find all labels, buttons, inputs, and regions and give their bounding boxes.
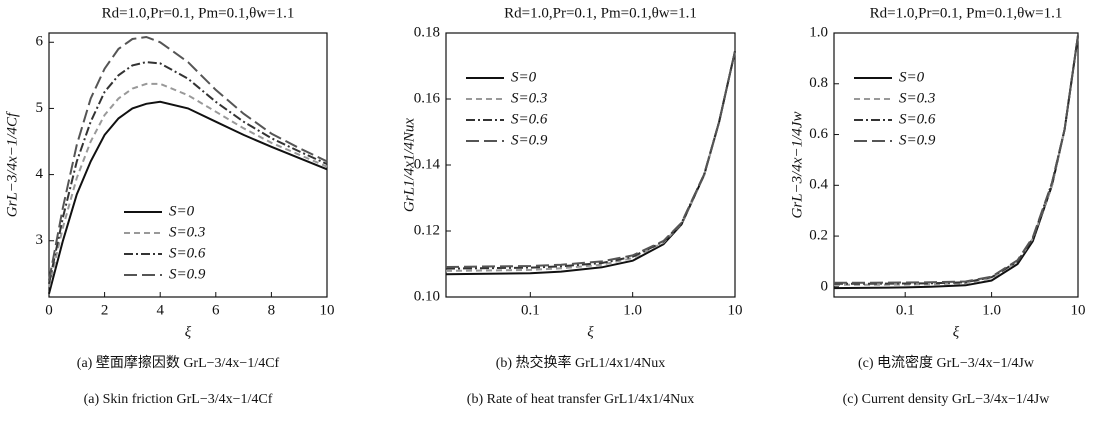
x-tick-label: 4 xyxy=(156,302,164,318)
y-tick-label: 0.6 xyxy=(809,126,828,142)
x-tick-label: 1.0 xyxy=(982,302,1001,318)
x-tick-label: 8 xyxy=(268,302,276,318)
y-axis-label: GrL−3/4x−1/4Jw xyxy=(789,112,805,219)
y-tick-label: 0.10 xyxy=(414,288,440,304)
y-tick-label: 1.0 xyxy=(809,24,828,40)
legend-label: S=0 xyxy=(169,203,195,219)
series-line xyxy=(48,82,328,288)
x-tick-label: 10 xyxy=(320,302,335,318)
x-tick-label: 2 xyxy=(101,302,109,318)
series-line xyxy=(445,50,736,268)
caption: (a) 壁面摩擦因数 GrL−3/4x−1/4Cf xyxy=(77,354,280,371)
legend-label: S=0.3 xyxy=(511,90,547,106)
legend-label: S=0 xyxy=(511,69,537,85)
x-axis-label: ξ xyxy=(185,324,192,340)
series-line xyxy=(445,50,736,276)
caption: (c) 电流密度 GrL−3/4x−1/4Jw xyxy=(858,354,1035,371)
series-line xyxy=(445,50,736,270)
legend-label: S=0.6 xyxy=(899,111,936,127)
y-axis-label: GrL−3/4x−1/4Cf xyxy=(4,111,20,217)
legend-label: S=0.9 xyxy=(511,132,548,148)
y-tick-label: 0.14 xyxy=(414,156,441,172)
x-tick-label: 6 xyxy=(212,302,220,318)
legend-label: S=0.9 xyxy=(899,132,936,148)
y-tick-label: 6 xyxy=(36,34,44,50)
series-line xyxy=(834,35,1079,284)
x-tick-label: 10 xyxy=(1071,302,1086,318)
y-tick-label: 0.16 xyxy=(414,90,441,106)
y-tick-label: 0.12 xyxy=(414,222,440,238)
chart-title: Rd=1.0,Pr=0.1, Pm=0.1,θw=1.1 xyxy=(870,5,1063,21)
x-tick-label: 0.1 xyxy=(521,302,540,318)
x-tick-label: 0.1 xyxy=(896,302,915,318)
caption: (a) Skin friction GrL−3/4x−1/4Cf xyxy=(84,392,273,407)
series-line xyxy=(48,35,328,281)
legend-label: S=0.6 xyxy=(169,245,206,261)
legend-label: S=0.6 xyxy=(511,111,548,127)
y-tick-label: 0.4 xyxy=(809,177,828,193)
x-tick-label: 0 xyxy=(45,302,53,318)
plot-frame xyxy=(48,32,328,298)
plot-frame xyxy=(445,32,736,298)
caption: (b) Rate of heat transfer GrL1/4x1/4Nux xyxy=(467,392,694,407)
y-tick-label: 0 xyxy=(821,278,829,294)
y-tick-label: 0.8 xyxy=(809,75,828,91)
x-tick-label: 10 xyxy=(728,302,743,318)
x-tick-label: 1.0 xyxy=(623,302,642,318)
y-tick-label: 0.2 xyxy=(809,228,828,244)
series-line xyxy=(834,35,1079,285)
y-tick-label: 5 xyxy=(36,100,44,116)
series-line xyxy=(48,100,328,294)
legend-label: S=0 xyxy=(899,69,925,85)
caption: (c) Current density GrL−3/4x−1/4Jw xyxy=(843,392,1051,407)
chart-title: Rd=1.0,Pr=0.1, Pm=0.1,θw=1.1 xyxy=(504,5,697,21)
y-tick-label: 0.18 xyxy=(414,24,440,40)
caption: (b) 热交换率 GrL1/4x1/4Nux xyxy=(496,354,666,371)
legend-label: S=0.3 xyxy=(899,90,935,106)
y-tick-label: 3 xyxy=(36,232,44,248)
legend-label: S=0.9 xyxy=(169,266,206,282)
x-axis-label: ξ xyxy=(587,324,594,340)
series-line xyxy=(48,61,328,285)
chart-title: Rd=1.0,Pr=0.1, Pm=0.1,θw=1.1 xyxy=(102,5,295,21)
y-tick-label: 4 xyxy=(36,166,44,182)
series-line xyxy=(833,35,1079,290)
legend-label: S=0.3 xyxy=(169,224,205,240)
series-line xyxy=(445,50,736,272)
y-axis-label: GrL1/4x1/4Nux xyxy=(401,118,417,213)
series-line xyxy=(834,35,1079,286)
x-axis-label: ξ xyxy=(953,324,960,340)
plot-frame xyxy=(833,32,1079,298)
